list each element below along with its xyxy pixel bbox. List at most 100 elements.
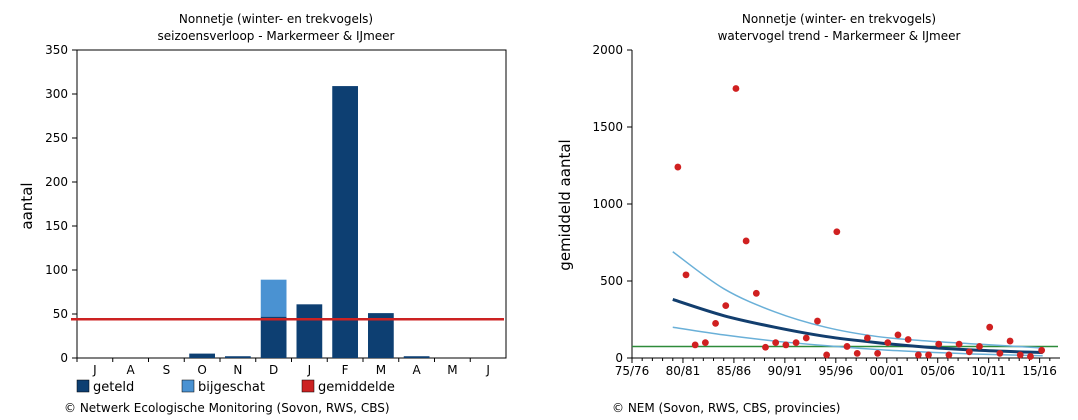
left-y-tick-label: 350 xyxy=(45,43,68,57)
right-y-tick-label: 1000 xyxy=(592,197,623,211)
left-chart-subtitle: seizoensverloop - Markermeer & IJmeer xyxy=(158,29,395,43)
trend-upper-bound xyxy=(672,251,1043,349)
data-point xyxy=(996,349,1004,357)
data-point xyxy=(976,343,983,350)
left-bars xyxy=(189,86,430,358)
right-x-tick-label: 80/81 xyxy=(666,364,701,378)
data-point xyxy=(853,349,861,357)
right-x-tick-label: 85/86 xyxy=(717,364,752,378)
left-x-tick-label: M xyxy=(447,363,457,377)
right-y-tick-label: 2000 xyxy=(592,43,623,57)
data-point xyxy=(701,339,709,346)
data-point xyxy=(772,339,780,346)
right-x-tick-label: 00/01 xyxy=(869,364,904,378)
right-chart: Nonnetje (winter- en trekvogels) watervo… xyxy=(556,12,1060,415)
left-x-tick-label: M xyxy=(376,363,386,377)
data-point xyxy=(1038,346,1046,354)
data-point xyxy=(864,334,871,342)
left-x-tick-label: D xyxy=(269,363,278,377)
right-y-tick-label: 1500 xyxy=(592,120,623,134)
bar-geteld xyxy=(225,356,251,358)
left-x-tick-label: N xyxy=(233,363,242,377)
right-y-ticks: 0 500 1000 1500 2000 xyxy=(592,43,632,365)
data-point xyxy=(802,334,810,342)
data-point xyxy=(712,319,719,327)
bar-geteld xyxy=(368,313,394,358)
right-x-tick-label: 95/96 xyxy=(819,364,854,378)
left-y-tick-label: 0 xyxy=(60,351,68,365)
left-x-tick-label: O xyxy=(197,363,206,377)
left-x-tick-label: S xyxy=(163,363,171,377)
left-x-tick-label: J xyxy=(485,363,490,377)
bar-bijgeschat xyxy=(260,279,287,317)
data-point xyxy=(762,343,769,351)
bar-geteld xyxy=(260,316,287,358)
right-x-tick-label: 90/91 xyxy=(768,364,803,378)
data-point xyxy=(691,341,699,349)
data-points xyxy=(674,85,1046,360)
data-point xyxy=(843,343,851,350)
legend-label-bijgeschat: bijgeschat xyxy=(198,380,265,395)
data-point xyxy=(823,351,831,359)
data-point xyxy=(965,348,973,356)
left-x-tick-label: A xyxy=(413,363,422,377)
legend-label-gemiddelde: gemiddelde xyxy=(318,380,395,395)
data-point xyxy=(722,302,730,310)
legend-swatch-gemiddelde xyxy=(301,379,315,393)
data-point xyxy=(674,163,682,171)
legend-label-geteld: geteld xyxy=(93,380,134,395)
right-x-tick-label: 75/76 xyxy=(615,364,650,378)
left-x-tick-label: A xyxy=(127,363,136,377)
data-point xyxy=(682,271,690,279)
data-point xyxy=(1016,351,1024,359)
left-x-tick-label: J xyxy=(92,363,97,377)
data-point xyxy=(874,349,881,357)
data-point xyxy=(742,237,750,245)
left-x-tick-label: J xyxy=(307,363,312,377)
data-point xyxy=(914,351,922,359)
right-x-ticks: 75/76 80/81 85/86 90/91 95/96 00/01 05/06 10/11… xyxy=(615,358,1057,378)
data-point xyxy=(945,351,953,359)
right-chart-subtitle: watervogel trend - Markermeer & IJmeer xyxy=(718,29,961,43)
bar-geteld xyxy=(296,304,323,358)
left-x-tick-label: F xyxy=(342,363,349,377)
right-x-tick-label: 10/11 xyxy=(971,364,1006,378)
left-y-tick-label: 100 xyxy=(45,263,68,277)
legend-swatch-geteld xyxy=(76,379,90,393)
left-y-tick-label: 300 xyxy=(45,87,68,101)
left-chart-title: Nonnetje (winter- en trekvogels) xyxy=(179,12,373,26)
trend-lower-bound xyxy=(672,326,1043,357)
right-x-tick-label: 05/06 xyxy=(920,364,955,378)
left-y-tick-label: 200 xyxy=(45,175,68,189)
data-point xyxy=(955,340,963,348)
right-y-axis-label: gemiddeld aantal xyxy=(556,139,574,270)
data-point xyxy=(752,289,760,297)
data-point xyxy=(894,331,902,339)
data-point xyxy=(732,85,740,92)
left-footer: © Netwerk Ecologische Monitoring (Sovon,… xyxy=(64,401,390,415)
right-x-tick-label: 15/16 xyxy=(1022,364,1057,378)
data-point xyxy=(904,336,912,343)
data-point xyxy=(1027,353,1034,360)
data-point xyxy=(782,341,790,349)
trend-line xyxy=(672,298,1043,355)
data-point xyxy=(884,339,892,346)
data-point xyxy=(935,340,943,348)
right-y-tick-label: 500 xyxy=(600,274,623,288)
bar-geteld xyxy=(403,356,430,358)
data-point xyxy=(1006,337,1014,345)
bar-geteld xyxy=(332,86,358,358)
left-y-tick-label: 50 xyxy=(53,307,68,321)
left-chart: Nonnetje (winter- en trekvogels) seizoen… xyxy=(18,12,507,415)
data-point xyxy=(792,339,800,346)
left-y-ticks: 0 50 100 150 200 250 300 350 xyxy=(45,43,77,365)
data-point xyxy=(814,317,821,325)
bar-geteld xyxy=(189,353,215,358)
right-y-tick-label: 0 xyxy=(615,351,623,365)
right-chart-title: Nonnetje (winter- en trekvogels) xyxy=(742,12,936,26)
left-y-axis-label: aantal xyxy=(18,182,36,229)
data-point xyxy=(833,228,841,236)
right-footer: © NEM (Sovon, RWS, CBS, provincies) xyxy=(612,401,840,415)
